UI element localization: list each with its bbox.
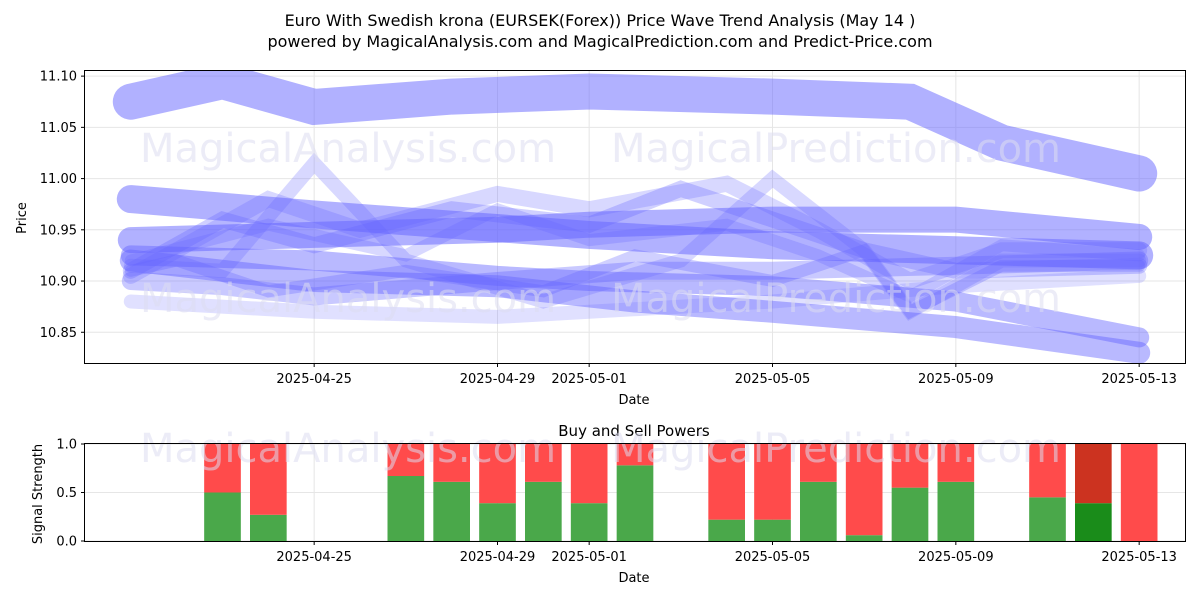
price-tick-label-y: 11.00: [40, 172, 77, 187]
price-tick-label-y: 11.05: [40, 121, 77, 136]
watermark-text: MagicalPrediction.com: [611, 426, 1061, 472]
signal-tick-label-y: 0.5: [56, 486, 77, 501]
price-tick-label-x: 2025-05-05: [735, 372, 811, 387]
signal-y-axis-label: Signal Strength: [31, 444, 46, 544]
sell-bar: [1075, 444, 1112, 504]
price-plot-frame: [84, 70, 1186, 364]
sell-bar: [433, 444, 470, 482]
signal-tick-label-x: 2025-05-09: [918, 550, 994, 565]
sell-bar: [754, 444, 791, 520]
buy-bar: [845, 535, 883, 541]
watermark-text: MagicalAnalysis.com: [140, 126, 556, 172]
buy-sell-panel: Buy and Sell Powers MagicalAnalysis.com …: [31, 422, 1186, 586]
price-tick-label-y: 11.10: [40, 70, 77, 85]
price-wave-series-9: [123, 152, 1147, 321]
price-wave-series-7: [122, 180, 1148, 279]
buy-bar: [616, 465, 654, 541]
sell-bar: [708, 444, 745, 520]
sell-bar: [845, 444, 883, 536]
sell-bar: [387, 444, 425, 477]
signal-tick-label-x: 2025-05-13: [1101, 550, 1177, 565]
price-tick-label-x: 2025-04-29: [460, 372, 536, 387]
buy-bar: [708, 519, 745, 541]
buy-bar: [433, 481, 470, 541]
price-wave-series-12: [124, 202, 1146, 304]
signal-ticks: 0.0 0.5 1.0 2025-04-25 2025-04-29 2025-05-01 2…: [56, 438, 1177, 566]
watermark-text: MagicalAnalysis.com: [140, 276, 556, 322]
price-wave-marks: [112, 71, 1158, 363]
sell-bar: [937, 444, 975, 482]
price-wave-panel: MagicalAnalysis.com MagicalPrediction.co…: [15, 70, 1186, 408]
price-tick-label-y: 10.95: [40, 223, 77, 238]
price-wave-series-11: [124, 243, 1146, 320]
price-ticks: 10.85 10.90 10.95 11.00 11.05 11.10 2025-04-25…: [40, 70, 1177, 387]
sell-bar: [1029, 444, 1066, 498]
price-tick-label-x: 2025-04-25: [276, 372, 352, 387]
buy-bar: [754, 519, 791, 541]
sell-bar: [525, 444, 562, 482]
buy-bar: [937, 481, 975, 541]
signal-watermarks: MagicalAnalysis.com MagicalPrediction.co…: [140, 426, 1061, 472]
buy-bar: [204, 492, 241, 541]
price-wave-series-8: [122, 175, 1148, 290]
watermark-text: MagicalAnalysis.com: [140, 426, 556, 472]
sell-bar: [616, 444, 654, 466]
buy-bar: [800, 481, 837, 541]
sell-bar: [891, 444, 929, 488]
signal-tick-label-x: 2025-05-05: [735, 550, 811, 565]
buy-bar: [479, 503, 516, 541]
signal-tick-label-y: 0.0: [56, 535, 77, 550]
signal-tick-label-x: 2025-05-01: [551, 550, 627, 565]
buy-bar: [387, 476, 425, 541]
watermark-text: MagicalPrediction.com: [611, 276, 1061, 322]
price-wave-series-6: [121, 251, 1149, 306]
buy-bar: [570, 503, 608, 541]
buy-bar: [1029, 497, 1066, 541]
price-wave-series-3: [117, 206, 1153, 254]
price-tick-label-y: 10.85: [40, 326, 77, 341]
price-tick-label-y: 10.90: [40, 275, 77, 290]
price-wave-series-4: [119, 249, 1151, 363]
price-tick-label-x: 2025-05-09: [918, 372, 994, 387]
signal-tick-label-x: 2025-04-29: [460, 550, 536, 565]
signal-tick-label-x: 2025-04-25: [276, 550, 352, 565]
price-x-axis-label: Date: [618, 393, 649, 408]
buy-bar: [250, 514, 287, 541]
signal-bars: [204, 444, 1158, 541]
sell-bar: [800, 444, 837, 482]
buy-bar: [1075, 503, 1112, 541]
chart-title-line2: powered by MagicalAnalysis.com and Magic…: [267, 32, 932, 51]
watermark-text: MagicalPrediction.com: [611, 126, 1061, 172]
price-watermarks: MagicalAnalysis.com MagicalPrediction.co…: [140, 126, 1061, 322]
sell-bar: [570, 444, 608, 504]
price-tick-label-x: 2025-05-01: [551, 372, 627, 387]
price-wave-series-10: [123, 268, 1147, 324]
chart-title-line1: Euro With Swedish krona (EURSEK(Forex)) …: [285, 11, 916, 30]
price-wave-series-5: [120, 245, 1150, 348]
buy-sell-title: Buy and Sell Powers: [558, 422, 710, 440]
sell-bar: [204, 444, 241, 493]
sell-bar: [250, 444, 287, 515]
price-wave-series-1: [112, 71, 1158, 192]
price-y-axis-label: Price: [15, 202, 30, 234]
signal-x-axis-label: Date: [618, 571, 649, 586]
signal-tick-label-y: 1.0: [56, 438, 77, 453]
price-tick-label-x: 2025-05-13: [1101, 372, 1177, 387]
sell-bar: [1120, 444, 1158, 541]
buy-bar: [525, 481, 562, 541]
buy-bar: [891, 487, 929, 541]
sell-bar: [479, 444, 516, 504]
